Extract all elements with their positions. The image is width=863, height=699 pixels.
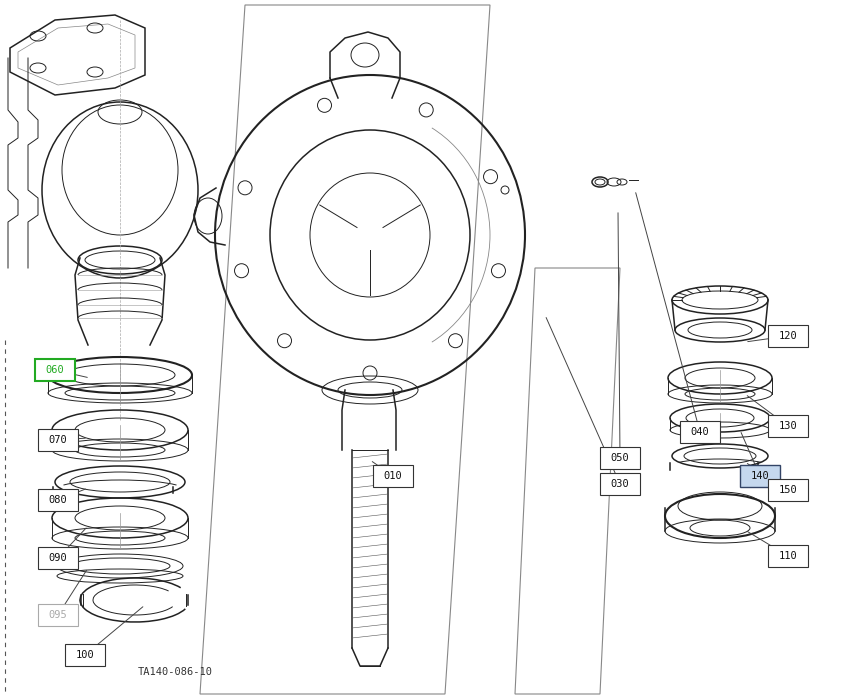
- Text: 010: 010: [384, 471, 402, 481]
- Text: 040: 040: [690, 427, 709, 437]
- FancyBboxPatch shape: [600, 473, 640, 495]
- FancyBboxPatch shape: [38, 604, 78, 626]
- Text: 100: 100: [76, 650, 94, 660]
- Text: 090: 090: [48, 553, 67, 563]
- Text: 130: 130: [778, 421, 797, 431]
- FancyBboxPatch shape: [38, 489, 78, 511]
- FancyBboxPatch shape: [65, 644, 105, 666]
- Text: 120: 120: [778, 331, 797, 341]
- Text: TA140-086-10: TA140-086-10: [137, 667, 212, 677]
- FancyBboxPatch shape: [740, 465, 780, 487]
- Text: 080: 080: [48, 495, 67, 505]
- Text: 150: 150: [778, 485, 797, 495]
- Text: 095: 095: [48, 610, 67, 620]
- FancyBboxPatch shape: [373, 465, 413, 487]
- Text: 030: 030: [611, 479, 629, 489]
- FancyBboxPatch shape: [38, 547, 78, 569]
- FancyBboxPatch shape: [680, 421, 720, 443]
- FancyBboxPatch shape: [768, 479, 808, 501]
- FancyBboxPatch shape: [35, 359, 75, 381]
- Text: 050: 050: [611, 453, 629, 463]
- Text: 110: 110: [778, 551, 797, 561]
- Text: 070: 070: [48, 435, 67, 445]
- FancyBboxPatch shape: [768, 545, 808, 567]
- FancyBboxPatch shape: [768, 325, 808, 347]
- Text: 140: 140: [751, 471, 770, 481]
- Text: 060: 060: [46, 365, 65, 375]
- FancyBboxPatch shape: [600, 447, 640, 469]
- FancyBboxPatch shape: [38, 429, 78, 451]
- FancyBboxPatch shape: [768, 415, 808, 437]
